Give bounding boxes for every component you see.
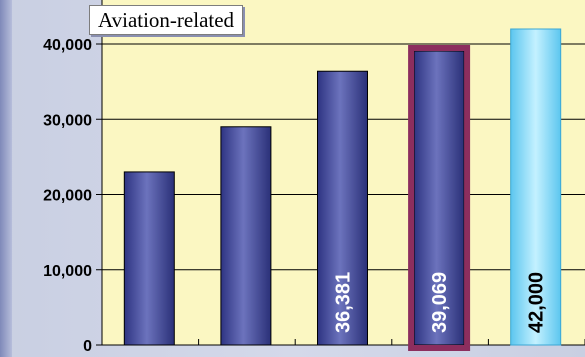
y-tick-label: 20,000 [43,188,92,205]
bar-data-label: 36,381 [333,272,355,333]
bar [220,126,272,346]
y-tick-label: 0 [83,338,92,355]
left-edge-band [0,0,12,357]
bar [413,50,465,346]
bar-data-label: 42,000 [526,272,548,333]
y-tick-label: 10,000 [43,263,92,280]
bar-data-label: 39,069 [429,272,451,333]
bar [317,70,368,346]
y-axis: 0 10,000 20,000 30,000 40,000 [43,0,585,355]
bar [123,171,175,346]
y-tick-label: 40,000 [43,37,92,54]
chart-title: Aviation-related [89,5,244,35]
bar-highlight-border [408,45,471,352]
bar [510,28,562,346]
y-tick-label: 30,000 [43,112,92,129]
bars: 36,381 39,069 42,000 [123,28,562,352]
